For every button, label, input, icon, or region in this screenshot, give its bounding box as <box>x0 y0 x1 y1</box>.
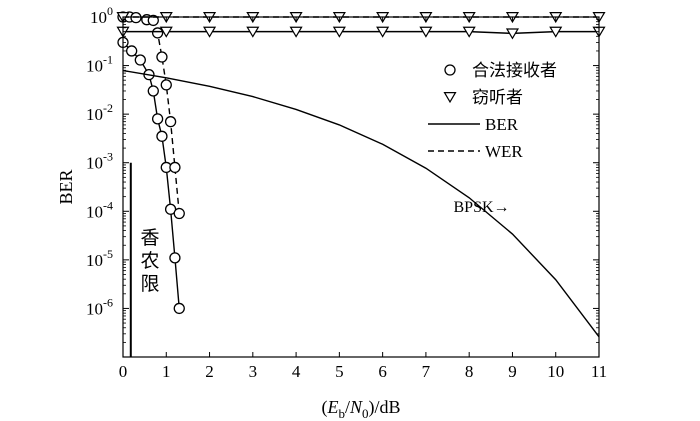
x-tick-label: 5 <box>335 362 344 381</box>
y-tick-base: 10 <box>86 154 103 173</box>
shannon-limit-label-char: 限 <box>140 273 159 295</box>
triangle-marker <box>332 26 346 38</box>
series-line-2 <box>123 30 599 35</box>
circle-marker <box>156 130 168 142</box>
x-axis-title-n: N <box>349 397 363 417</box>
circle-marker <box>147 14 159 27</box>
x-tick-label: 10 <box>547 362 564 381</box>
legend-label: BER <box>485 115 519 134</box>
x-tick-label: 0 <box>119 362 128 381</box>
bpsk-label: BPSK→ <box>454 199 510 216</box>
y-tick-exponent: -2 <box>103 101 113 115</box>
triangle-marker <box>505 28 520 40</box>
triangle-marker <box>376 26 390 38</box>
y-tick-exponent: -5 <box>103 247 113 261</box>
circle-marker <box>169 252 181 264</box>
y-tick-label: 10-3 <box>86 150 113 173</box>
circle-marker <box>151 113 164 125</box>
x-tick-label: 6 <box>378 362 387 381</box>
y-tick-label: 10-6 <box>86 295 113 318</box>
circle-marker <box>126 45 138 57</box>
y-tick-label: 100 <box>90 4 113 27</box>
y-tick-base: 10 <box>86 105 103 124</box>
y-tick-base: 10 <box>86 202 103 221</box>
triangle-marker <box>246 26 260 38</box>
y-tick-base: 10 <box>90 8 107 27</box>
plot-frame <box>122 16 600 358</box>
y-tick-exponent: -1 <box>103 53 113 67</box>
y-tick-base: 10 <box>86 57 103 76</box>
x-axis-title-close: )/dB <box>369 397 401 418</box>
triangle-marker <box>202 26 217 38</box>
circle-marker <box>147 85 159 97</box>
x-tick-label: 11 <box>591 362 607 381</box>
circle-marker <box>444 64 456 76</box>
annotations: 香农限 BPSK→ <box>129 162 510 357</box>
x-tick-label: 9 <box>508 362 517 381</box>
plot-layer <box>116 11 606 338</box>
x-axis-title-slash: / <box>345 397 350 417</box>
triangle-marker <box>289 26 303 38</box>
legend-label: 合法接收者 <box>472 61 557 81</box>
triangle-marker <box>419 26 433 38</box>
circle-marker <box>156 51 168 63</box>
y-tick-base: 10 <box>86 251 103 270</box>
circle-marker <box>160 79 172 91</box>
circle-marker <box>164 116 177 128</box>
x-tick-label: 1 <box>162 362 171 381</box>
x-tick-label: 8 <box>465 362 474 381</box>
circle-marker <box>173 207 185 220</box>
axis-layer: 0 1 2 3 4 5 6 7 8 9 10 1110010-110-210-310-410-510-… <box>56 4 607 421</box>
x-tick-label: 4 <box>292 362 301 381</box>
y-tick-exponent: -4 <box>103 198 113 212</box>
circle-marker <box>173 302 185 315</box>
triangle-marker <box>462 26 476 38</box>
y-tick-label: 10-1 <box>86 53 113 76</box>
y-tick-label: 10-4 <box>86 198 113 221</box>
y-tick-exponent: -6 <box>103 295 113 309</box>
triangle-marker <box>549 26 563 38</box>
y-tick-label: 10-2 <box>86 101 113 124</box>
triangle-marker <box>159 26 173 38</box>
x-tick-label: 7 <box>422 362 431 381</box>
y-tick-exponent: 0 <box>107 4 113 18</box>
y-tick-base: 10 <box>86 299 103 318</box>
circle-marker <box>151 27 164 39</box>
triangle-marker <box>443 91 457 104</box>
circle-marker <box>134 54 146 66</box>
legend-label: WER <box>485 142 523 161</box>
x-axis-title-open: ( <box>321 397 327 418</box>
shannon-limit-label-char: 香 <box>140 227 159 249</box>
y-tick-exponent: -3 <box>103 150 113 164</box>
legend-label: 窃听者 <box>472 88 523 108</box>
y-axis-title: BER <box>56 169 76 204</box>
x-tick-label: 2 <box>205 362 214 381</box>
x-axis-title-e: E <box>326 397 338 417</box>
x-axis-title: (Eb/N0)/dB <box>321 397 400 421</box>
y-tick-label: 10-5 <box>86 247 113 270</box>
circle-marker <box>169 161 181 174</box>
x-axis-title-n-sub: 0 <box>362 406 369 421</box>
x-axis-title-e-sub: b <box>338 406 345 421</box>
series-line-4 <box>122 69 600 338</box>
shannon-limit-label-char: 农 <box>140 250 159 272</box>
x-tick-label: 3 <box>249 362 258 381</box>
